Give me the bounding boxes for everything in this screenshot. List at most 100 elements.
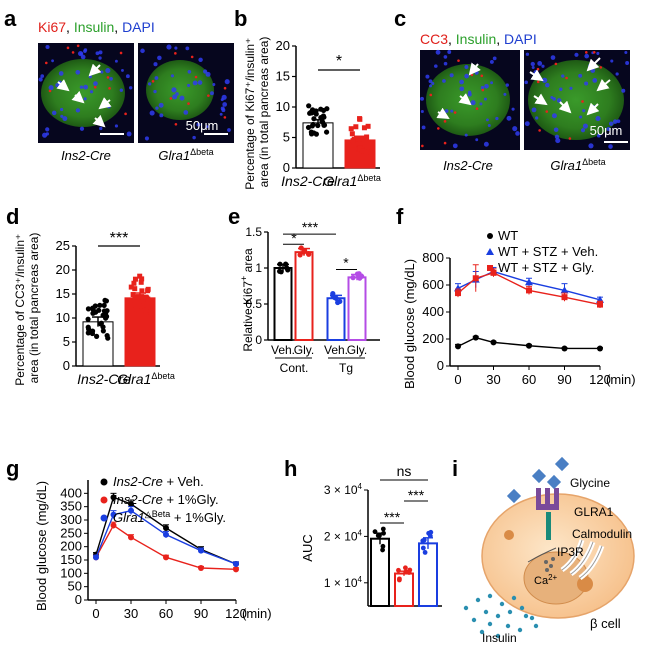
nucleus-dot (77, 50, 84, 57)
insulin-dot (479, 629, 485, 635)
nucleus-dot (198, 57, 203, 63)
nucleus-dot (99, 126, 103, 131)
significance-label: * (291, 230, 297, 246)
nucleus-dot (588, 143, 594, 149)
y-tick-label: 400 (422, 304, 444, 319)
legend-label: WT + STZ + Veh. (498, 244, 598, 259)
nucleus-dot (531, 65, 535, 70)
data-point (306, 103, 312, 109)
data-point (375, 533, 381, 538)
nucleus-dot (80, 54, 86, 60)
nucleus-dot (88, 75, 92, 79)
insulin-dot (517, 627, 523, 633)
y-tick-label: 10 (276, 99, 290, 114)
data-point (454, 284, 462, 292)
nucleus-dot (144, 136, 150, 141)
x-axis-label: (min) (242, 606, 272, 621)
nucleus-dot (464, 133, 468, 137)
panel-c-caption-ins2cre: Ins2-Cre (443, 158, 493, 173)
data-point (311, 116, 317, 122)
panel-e-label: e (228, 204, 240, 229)
nucleus-dot (490, 81, 494, 85)
nucleus-dot (153, 62, 158, 67)
nucleus-dot (105, 68, 111, 74)
legend-label: Glra1△Beta + 1%Gly. (113, 509, 226, 525)
nucleus-dot (187, 83, 191, 88)
nucleus-dot (464, 65, 469, 70)
y-tick-label: 1 (255, 261, 262, 275)
chart-e: 00.511.5 *****Veh.Gly. Veh.Gly.Cont. Tg (245, 219, 380, 375)
x-tick-label: 90 (194, 606, 208, 621)
data-point (597, 345, 603, 352)
nucleus-dot (569, 86, 573, 90)
stain-dot (119, 51, 123, 55)
bar (273, 267, 293, 341)
panel-d-ylabel: Percentage of CC3⁺/insulin⁺ area (in tot… (13, 230, 41, 385)
data-point (128, 507, 134, 514)
x-tick-label: 60 (159, 606, 173, 621)
data-point (560, 286, 569, 294)
nucleus-dot (79, 126, 85, 131)
micrograph-a-glra1 (138, 43, 234, 143)
panel-a-caption-ins2cre: Ins2-Cre (61, 148, 111, 163)
data-point (139, 294, 145, 300)
legend-label: WT + STZ + Gly. (498, 260, 594, 275)
significance-label: ns (397, 463, 412, 479)
nucleus-dot (443, 55, 448, 59)
data-point (110, 511, 117, 518)
nucleus-dot (616, 119, 621, 124)
nucleus-dot (172, 94, 178, 100)
stain-dot (187, 102, 190, 105)
data-point (297, 252, 303, 258)
stain-dot (536, 67, 540, 71)
stain-dot (554, 62, 558, 66)
nucleus-dot (45, 44, 50, 50)
panel-g-label: g (6, 456, 19, 481)
x-tick-label: 0 (454, 372, 461, 387)
nucleus-dot (119, 88, 124, 92)
y-tick-label: 10 (56, 310, 70, 325)
y-tick-label: 50 (68, 579, 82, 594)
x-tick-label: 30 (124, 606, 138, 621)
data-point (233, 561, 239, 567)
data-point (422, 550, 428, 555)
data-point (85, 306, 92, 312)
nucleus-dot (126, 131, 132, 137)
x-category-label: Glra1Δbeta (323, 173, 381, 189)
nucleus-dot (550, 55, 556, 60)
data-point (305, 251, 312, 257)
data-point (277, 261, 283, 267)
stain-dot (475, 107, 479, 110)
nucleus-dot (98, 50, 103, 55)
data-point (85, 316, 91, 322)
x-tick-label: 120 (589, 372, 611, 387)
panel-a-caption-glra1: Glra1Δbeta (158, 147, 213, 163)
nucleus-dot (192, 80, 198, 86)
y-tick-label: 15 (276, 69, 290, 84)
data-point (361, 125, 367, 131)
nucleus-dot (596, 51, 600, 55)
y-tick-label: 150 (60, 552, 82, 567)
label-glycine: Glycine (570, 476, 610, 490)
bar (418, 542, 438, 607)
stain-dot (66, 46, 70, 50)
x-category-label: Ins2-Cre (77, 371, 131, 387)
data-point (278, 269, 284, 275)
glycine-molecule-icon (554, 456, 570, 472)
nucleus-dot (155, 106, 159, 110)
data-point (427, 533, 433, 539)
nucleus-dot (467, 92, 472, 97)
data-point (323, 129, 330, 135)
nucleus-dot (470, 100, 476, 106)
data-point (380, 547, 385, 553)
data-point (597, 301, 603, 308)
panel-c-label: c (394, 6, 406, 31)
nucleus-dot (512, 126, 518, 132)
stain-dot (207, 94, 210, 97)
label-calmodulin: Calmodulin (572, 527, 632, 541)
data-point (128, 534, 134, 541)
nucleus-dot (109, 76, 113, 81)
